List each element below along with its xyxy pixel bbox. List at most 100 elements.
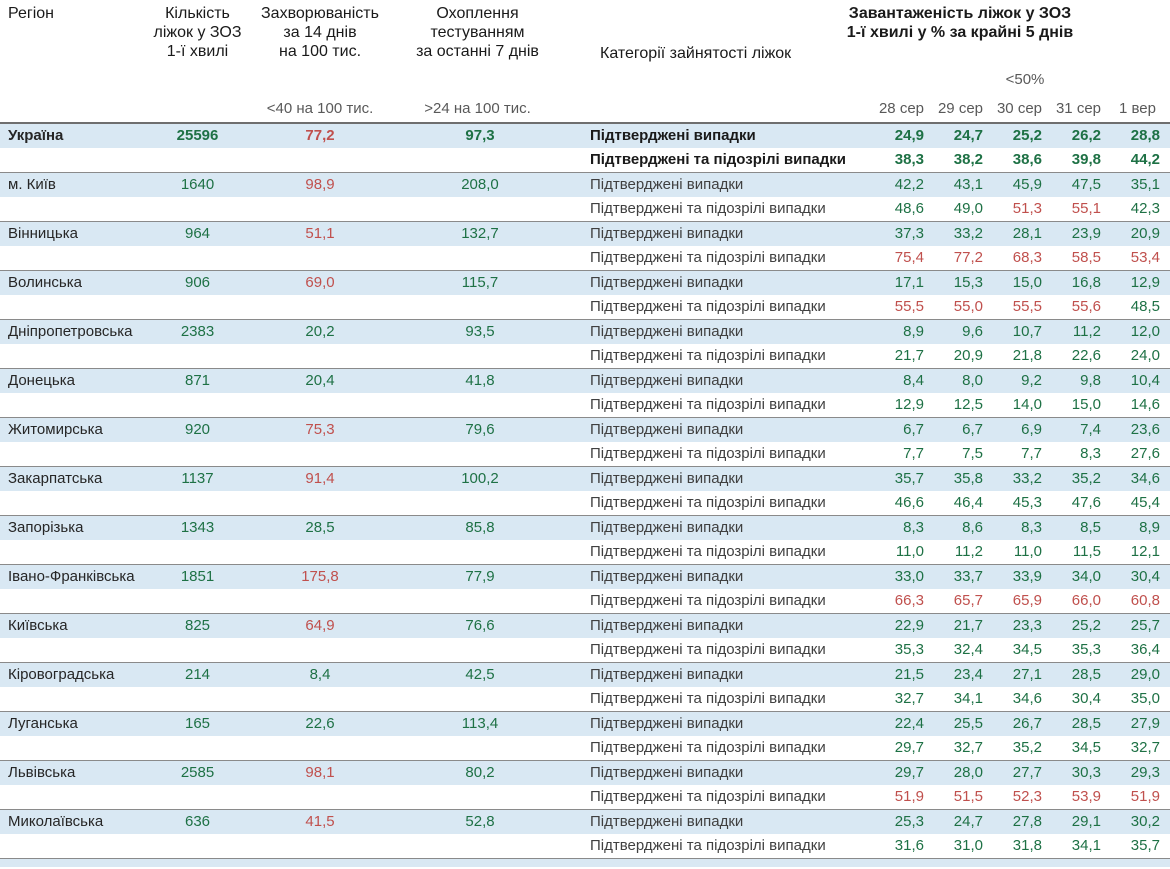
occupancy-value: 42,3 <box>1130 200 1160 217</box>
occupancy-value: 30,4 <box>1130 568 1160 585</box>
table-row: Запорізька 1343 28,5 85,8 Підтверджені в… <box>0 516 1170 540</box>
testing-value: 132,7 <box>461 225 499 242</box>
occupancy-value: 33,0 <box>894 568 924 585</box>
beds-count: 964 <box>184 225 211 242</box>
occupancy-value: 48,5 <box>1130 298 1160 315</box>
region-name: Дніпропетровська <box>8 323 133 340</box>
occupancy-value: 21,5 <box>894 666 924 683</box>
occupancy-value: 51,9 <box>894 788 924 805</box>
occupancy-value: 35,2 <box>1071 470 1101 487</box>
region-name: Луганська <box>8 715 78 732</box>
header-testing-coverage: Охоплення тестуванням за останні 7 днів <box>416 5 539 60</box>
category-label-confirmed-suspected: Підтверджені та підозрілі випадки <box>590 298 826 315</box>
occupancy-value: 77,2 <box>953 249 983 266</box>
occupancy-value: 24,7 <box>953 127 983 144</box>
occupancy-value: 22,4 <box>894 715 924 732</box>
occupancy-value: 38,3 <box>894 151 924 168</box>
norm-incidence: <40 на 100 тис. <box>266 100 374 117</box>
beds-count: 1640 <box>180 176 215 193</box>
table-row: Підтверджені та підозрілі випадки 21,7 2… <box>0 344 1170 368</box>
date-column-1-sep: 1 вер <box>1119 100 1156 117</box>
occupancy-value: 35,3 <box>1071 641 1101 658</box>
category-label-confirmed: Підтверджені випадки <box>590 372 744 389</box>
occupancy-value: 44,2 <box>1130 151 1160 168</box>
region-block: Дніпропетровська 2383 20,2 93,5 Підтверд… <box>0 320 1170 369</box>
beds-count: 1851 <box>180 568 215 585</box>
occupancy-value: 8,3 <box>903 519 924 536</box>
occupancy-value: 8,3 <box>1080 445 1101 462</box>
table-row: Київська 825 64,9 76,6 Підтверджені випа… <box>0 614 1170 638</box>
testing-value: 80,2 <box>465 764 495 781</box>
beds-count: 920 <box>184 421 211 438</box>
category-label-confirmed-suspected: Підтверджені та підозрілі випадки <box>590 543 826 560</box>
category-label-confirmed-suspected: Підтверджені та підозрілі випадки <box>590 788 826 805</box>
region-block: Житомирська 920 75,3 79,6 Підтверджені в… <box>0 418 1170 467</box>
occupancy-value: 23,6 <box>1130 421 1160 438</box>
occupancy-value: 37,3 <box>894 225 924 242</box>
occupancy-value: 8,9 <box>903 323 924 340</box>
occupancy-value: 53,9 <box>1071 788 1101 805</box>
region-block: Луганська 165 22,6 113,4 Підтверджені ви… <box>0 712 1170 761</box>
occupancy-value: 58,5 <box>1071 249 1101 266</box>
occupancy-value: 28,8 <box>1130 127 1160 144</box>
occupancy-value: 34,5 <box>1071 739 1101 756</box>
testing-value: 93,5 <box>465 323 495 340</box>
occupancy-value: 34,6 <box>1130 470 1160 487</box>
occupancy-value: 32,4 <box>953 641 983 658</box>
date-column-29-aug: 29 сер <box>937 100 984 117</box>
occupancy-value: 25,7 <box>1130 617 1160 634</box>
beds-count: 871 <box>184 372 211 389</box>
occupancy-value: 10,7 <box>1012 323 1042 340</box>
region-block: Закарпатська 1137 91,4 100,2 Підтверджен… <box>0 467 1170 516</box>
category-label-confirmed: Підтверджені випадки <box>590 323 744 340</box>
region-name: Івано-Франківська <box>8 568 135 585</box>
testing-value: 97,3 <box>465 127 495 144</box>
occupancy-value: 29,3 <box>1130 764 1160 781</box>
occupancy-value: 31,0 <box>953 837 983 854</box>
incidence-value: 175,8 <box>301 568 339 585</box>
beds-count: 825 <box>184 617 211 634</box>
occupancy-value: 24,7 <box>953 813 983 830</box>
region-block: Кіровоградська 214 8,4 42,5 Підтверджені… <box>0 663 1170 712</box>
occupancy-value: 66,3 <box>894 592 924 609</box>
category-label-confirmed: Підтверджені випадки <box>590 568 744 585</box>
partial-next-row <box>0 859 1170 867</box>
category-label-confirmed: Підтверджені випадки <box>590 617 744 634</box>
table-row: Львівська 2585 98,1 80,2 Підтверджені ви… <box>0 761 1170 785</box>
occupancy-value: 35,2 <box>1012 739 1042 756</box>
occupancy-value: 26,2 <box>1071 127 1101 144</box>
table-row: Івано-Франківська 1851 175,8 77,9 Підтве… <box>0 565 1170 589</box>
occupancy-value: 23,3 <box>1012 617 1042 634</box>
category-label-confirmed-suspected: Підтверджені та підозрілі випадки <box>590 200 826 217</box>
header-region: Регіон <box>8 5 54 22</box>
occupancy-value: 26,7 <box>1012 715 1042 732</box>
occupancy-value: 65,7 <box>953 592 983 609</box>
occupancy-value: 28,1 <box>1012 225 1042 242</box>
beds-count: 214 <box>184 666 211 683</box>
region-block: Донецька 871 20,4 41,8 Підтверджені випа… <box>0 369 1170 418</box>
occupancy-value: 43,1 <box>953 176 983 193</box>
occupancy-value: 49,0 <box>953 200 983 217</box>
occupancy-value: 47,6 <box>1071 494 1101 511</box>
occupancy-value: 14,0 <box>1012 396 1042 413</box>
occupancy-value: 31,8 <box>1012 837 1042 854</box>
beds-count: 906 <box>184 274 211 291</box>
beds-count: 2585 <box>180 764 215 781</box>
table-row: Підтверджені та підозрілі випадки 35,3 3… <box>0 638 1170 662</box>
norm-testing: >24 на 100 тис. <box>424 100 531 117</box>
category-label-confirmed-suspected: Підтверджені та підозрілі випадки <box>590 347 826 364</box>
occupancy-value: 28,5 <box>1071 715 1101 732</box>
category-label-confirmed-suspected: Підтверджені та підозрілі випадки <box>590 249 826 266</box>
occupancy-value: 29,0 <box>1130 666 1160 683</box>
header-occupancy: Завантаженість ліжок у ЗОЗ 1-ї хвилі у %… <box>846 5 1074 41</box>
occupancy-value: 46,6 <box>894 494 924 511</box>
occupancy-value: 45,3 <box>1012 494 1042 511</box>
occupancy-value: 33,2 <box>1012 470 1042 487</box>
occupancy-value: 8,6 <box>962 519 983 536</box>
occupancy-value: 52,3 <box>1012 788 1042 805</box>
testing-value: 76,6 <box>465 617 495 634</box>
occupancy-value: 20,9 <box>953 347 983 364</box>
table-row: Вінницька 964 51,1 132,7 Підтверджені ви… <box>0 222 1170 246</box>
occupancy-value: 25,2 <box>1012 127 1042 144</box>
table-row: Підтверджені та підозрілі випадки 38,3 3… <box>0 148 1170 172</box>
